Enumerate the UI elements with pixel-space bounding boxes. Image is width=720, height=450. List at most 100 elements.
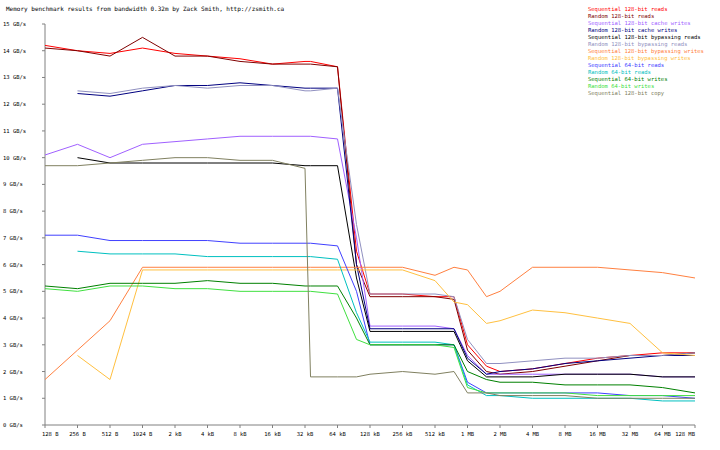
y-tick — [42, 130, 45, 131]
x-tick-label: 256 kB — [393, 431, 414, 437]
x-tick-label: 2 MB — [493, 431, 507, 437]
x-tick — [662, 425, 663, 428]
y-tick-label: 2 GB/s — [3, 369, 23, 375]
legend-entry: Random 128-bit bypassing writes — [588, 55, 691, 62]
series-line — [45, 281, 695, 393]
background — [0, 0, 720, 450]
legend-entry: Sequential 64-bit writes — [588, 76, 667, 83]
x-tick — [175, 425, 176, 428]
x-tick-label: 256 B — [69, 431, 86, 437]
x-tick — [467, 425, 468, 428]
x-tick — [630, 425, 631, 428]
x-tick-label: 1 MB — [461, 431, 475, 437]
x-tick-label: 128 B — [42, 431, 59, 437]
y-tick — [42, 77, 45, 78]
series-line — [45, 45, 695, 371]
series-line — [45, 267, 695, 379]
x-tick — [565, 425, 566, 428]
series-line — [45, 158, 695, 399]
legend-entry: Random 128-bit bypassing reads — [588, 41, 687, 48]
y-tick — [42, 157, 45, 158]
x-tick — [695, 425, 696, 428]
x-tick — [207, 425, 208, 428]
y-tick-label: 0 GB/s — [3, 422, 23, 428]
y-tick-label: 4 GB/s — [3, 315, 23, 321]
x-tick — [532, 425, 533, 428]
x-tick-label: 128 kB — [360, 431, 381, 437]
series-line — [78, 251, 696, 401]
title: Memory benchmark results from bandwidth … — [6, 5, 285, 13]
y-tick — [42, 371, 45, 372]
y-tick-label: 3 GB/s — [3, 342, 23, 348]
x-tick-label: 2 kB — [168, 431, 182, 437]
y-tick-label: 10 GB/s — [3, 155, 26, 161]
x-tick-label: 16 MB — [589, 431, 606, 437]
x-tick-label: 64 MB — [654, 431, 671, 437]
y-tick — [42, 211, 45, 212]
y-tick — [42, 184, 45, 185]
x-tick — [597, 425, 598, 428]
legend-entry: Random 64-bit writes — [588, 83, 654, 89]
legend-entry: Random 128-bit cache writes — [588, 27, 677, 33]
series-line — [78, 83, 696, 374]
y-tick-label: 5 GB/s — [3, 288, 23, 294]
y-tick-label: 15 GB/s — [3, 21, 26, 27]
x-tick — [402, 425, 403, 428]
legend: Sequential 128-bit readsRandom 128-bit r… — [588, 6, 704, 97]
y-tick — [42, 237, 45, 238]
legend-entry: Sequential 128-bit cache writes — [588, 20, 691, 27]
x-tick — [240, 425, 241, 428]
series-line — [78, 85, 696, 363]
x-tick — [45, 425, 46, 428]
series-line — [45, 286, 695, 396]
x-tick-label: 8 kB — [233, 431, 247, 437]
y-tick-label: 13 GB/s — [3, 74, 26, 80]
x-tick-label: 64 kB — [329, 431, 346, 437]
y-tick — [42, 291, 45, 292]
x-tick — [142, 425, 143, 428]
x-tick — [370, 425, 371, 428]
y-tick — [42, 50, 45, 51]
y-tick — [42, 344, 45, 345]
y-tick-label: 6 GB/s — [3, 262, 23, 268]
x-tick-label: 32 MB — [622, 431, 639, 437]
y-tick-label: 1 GB/s — [3, 395, 23, 401]
x-tick-label: 4 kB — [201, 431, 215, 437]
x-tick — [500, 425, 501, 428]
y-tick-label: 9 GB/s — [3, 181, 23, 187]
x-tick-label: 32 kB — [297, 431, 314, 437]
legend-entry: Random 64-bit reads — [588, 69, 651, 75]
legend-entry: Sequential 128-bit bypassing reads — [588, 34, 701, 41]
x-tick-label: 128 MB — [675, 431, 696, 437]
y-tick — [42, 318, 45, 319]
y-tick — [42, 24, 45, 25]
x-tick — [110, 425, 111, 428]
x-tick-label: 16 kB — [264, 431, 281, 437]
series-line — [78, 270, 696, 380]
legend-entry: Sequential 128-bit bypassing writes — [588, 48, 704, 55]
y-axis — [45, 24, 46, 425]
chart: Memory benchmark results from bandwidth … — [0, 0, 720, 450]
y-tick-label: 8 GB/s — [3, 208, 23, 214]
y-tick — [42, 398, 45, 399]
x-tick-label: 8 MB — [558, 431, 572, 437]
x-tick — [435, 425, 436, 428]
x-tick-label: 4 MB — [526, 431, 540, 437]
x-tick-label: 512 B — [102, 431, 119, 437]
y-tick — [42, 264, 45, 265]
y-tick-label: 7 GB/s — [3, 235, 23, 241]
legend-entry: Sequential 64-bit reads — [588, 62, 664, 69]
series-line — [45, 136, 695, 377]
x-tick — [305, 425, 306, 428]
y-tick-label: 12 GB/s — [3, 101, 26, 107]
legend-entry: Random 128-bit reads — [588, 13, 654, 19]
y-tick — [42, 104, 45, 105]
x-tick — [77, 425, 78, 428]
plot-area — [45, 37, 695, 401]
y-tick-label: 14 GB/s — [3, 48, 26, 54]
x-tick-label: 512 kB — [425, 431, 446, 437]
x-tick — [337, 425, 338, 428]
x-tick — [272, 425, 273, 428]
y-tick-label: 11 GB/s — [3, 128, 26, 134]
legend-entry: Sequential 128-bit reads — [588, 6, 667, 13]
